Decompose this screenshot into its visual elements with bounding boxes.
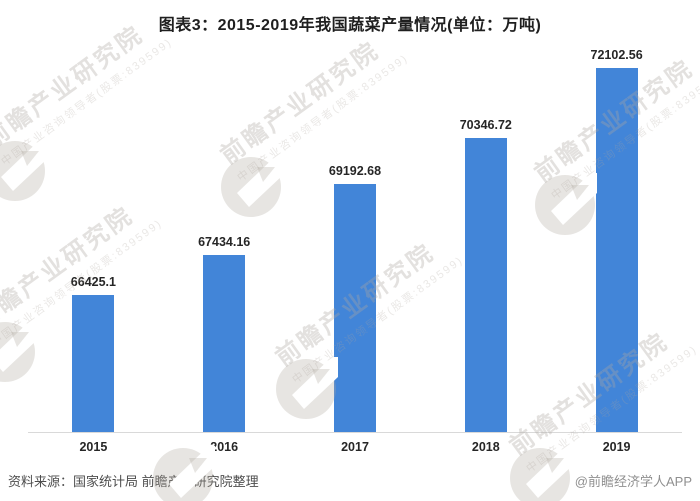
- bar-value-label-2015: 66425.1: [70, 275, 116, 289]
- footer: 资料来源：国家统计局 前瞻产业研究院整理 @前瞻经济学人APP: [0, 471, 700, 490]
- x-axis-label-2017: 2017: [341, 440, 369, 454]
- bar-value-label-2018: 70346.72: [459, 118, 512, 132]
- x-axis-label-2018: 2018: [471, 440, 500, 454]
- plot-area: 66425.1 67434.16 69192.68 70346.72 72102.56: [28, 32, 682, 433]
- bar-value-label-2019: 72102.56: [590, 48, 643, 62]
- bar-2017: [334, 184, 376, 432]
- x-axis-label-2019: 2019: [602, 440, 631, 454]
- x-axis-labels: 2015 2016 2017 2018 2019: [28, 440, 682, 456]
- bar-2015: [72, 295, 115, 432]
- bar-2019: [595, 68, 638, 432]
- x-axis-label-2016: 2016: [210, 440, 239, 454]
- bar-value-label-2016: 67434.16: [198, 235, 251, 249]
- x-axis-label-2015: 2015: [79, 440, 108, 454]
- bar-2016: [203, 255, 246, 432]
- source-note: 资料来源：国家统计局 前瞻产业研究院整理: [8, 474, 259, 489]
- bar-2018: [464, 138, 507, 432]
- credit-note: @前瞻经济学人APP: [574, 474, 692, 489]
- bar-value-label-2017: 69192.68: [328, 164, 382, 178]
- chart-title: 图表3：2015-2019年我国蔬菜产量情况(单位：万吨): [158, 17, 542, 34]
